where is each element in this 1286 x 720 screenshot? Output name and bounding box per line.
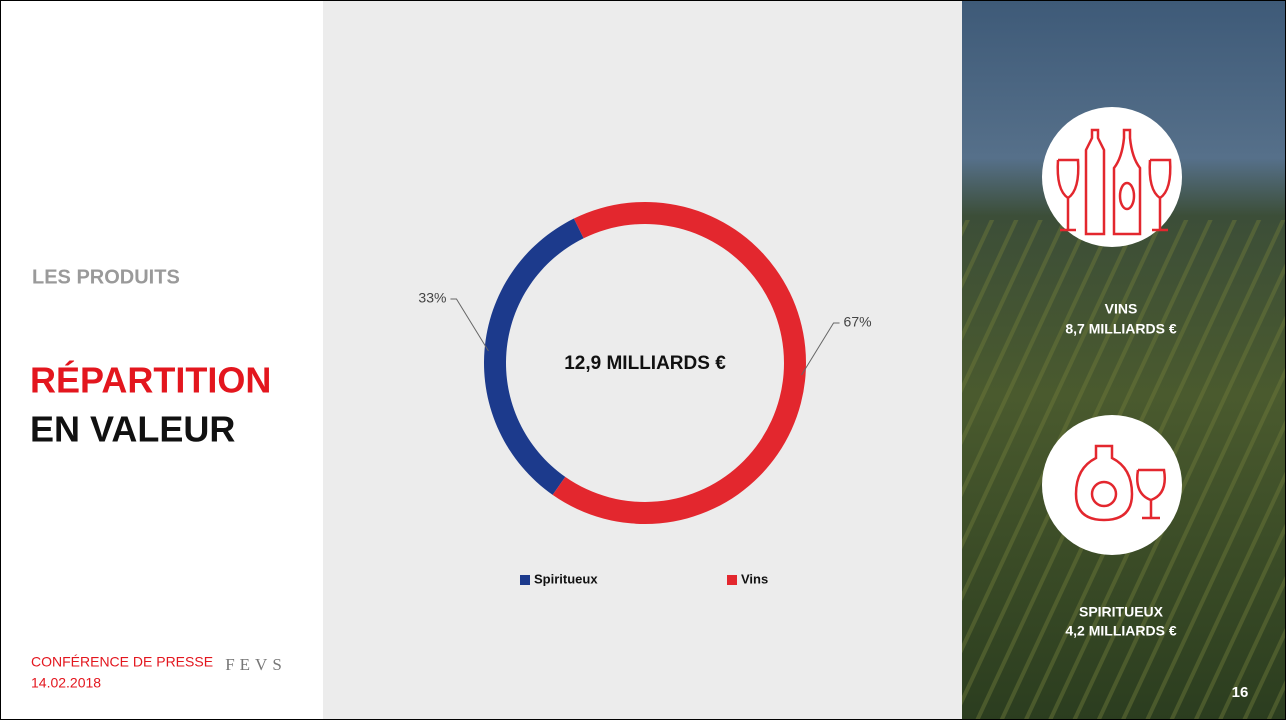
legend-swatch — [727, 575, 737, 585]
sidebar-label: VINS — [1105, 301, 1138, 317]
icon-circle — [1042, 107, 1182, 247]
footer-date: 14.02.2018 — [31, 675, 101, 691]
donut-segment — [484, 218, 584, 495]
wine-icon — [1056, 128, 1172, 236]
legend-label: Spiritueux — [534, 571, 598, 586]
heading: EN VALEUR — [30, 409, 235, 450]
leader-line — [801, 322, 840, 376]
section: LES PRODUITS — [32, 266, 180, 288]
chart-annotation: 12,9 MILLIARDS € — [564, 353, 726, 374]
data-label: 67% — [844, 314, 872, 330]
legend-label: Vins — [741, 571, 768, 586]
sidebar-label: SPIRITUEUX — [1079, 604, 1164, 620]
donut-segment — [552, 202, 806, 524]
legend-swatch — [520, 575, 530, 585]
chart-panel — [323, 0, 962, 720]
logo: FEVS — [225, 655, 287, 674]
sidebar-amount: 8,7 MILLIARDS € — [1065, 321, 1176, 337]
spirits-icon — [1074, 444, 1166, 522]
sidebar-amount: 4,2 MILLIARDS € — [1065, 623, 1176, 639]
leader-line — [450, 298, 489, 352]
heading: RÉPARTITION — [30, 360, 271, 401]
data-label: 33% — [418, 290, 446, 306]
page-number: 16 — [1232, 684, 1249, 701]
footer-event: CONFÉRENCE DE PRESSE — [31, 654, 213, 670]
